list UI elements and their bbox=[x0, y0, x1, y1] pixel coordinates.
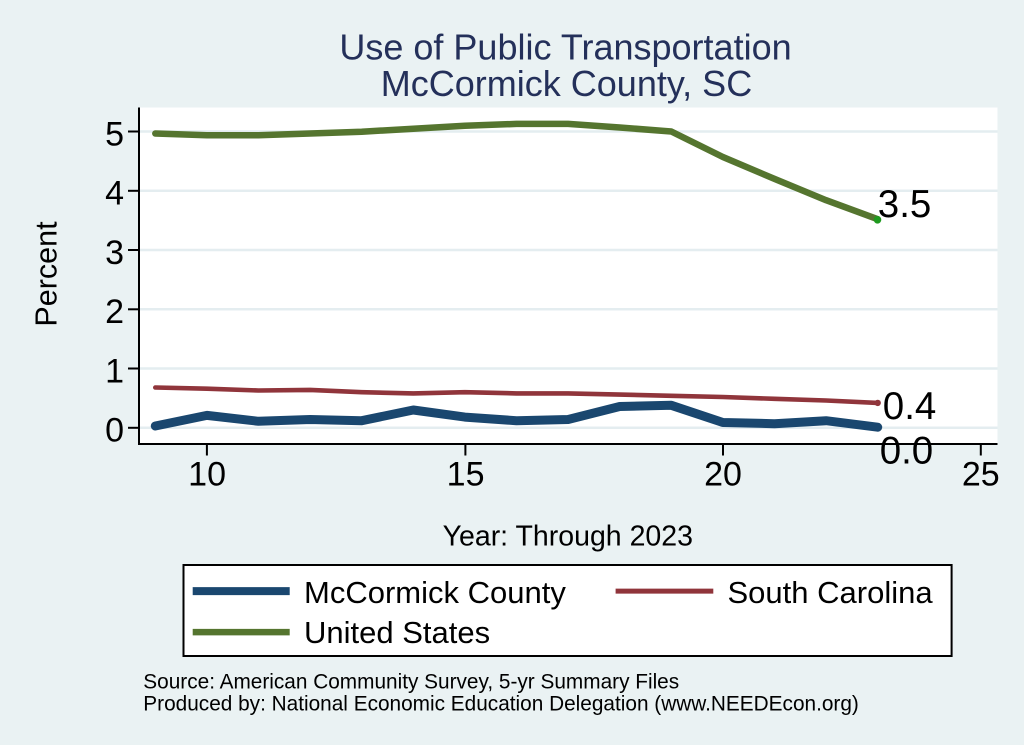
svg-text:1: 1 bbox=[105, 352, 124, 390]
svg-text:Percent: Percent bbox=[30, 221, 64, 327]
svg-text:0.0: 0.0 bbox=[880, 430, 934, 473]
svg-text:10: 10 bbox=[188, 455, 226, 493]
svg-text:3: 3 bbox=[105, 234, 124, 272]
svg-text:2: 2 bbox=[105, 293, 124, 331]
svg-text:McCormick County: McCormick County bbox=[304, 575, 566, 610]
svg-text:McCormick County, SC: McCormick County, SC bbox=[381, 63, 752, 104]
svg-text:20: 20 bbox=[704, 455, 742, 493]
svg-text:Produced by: National Economic: Produced by: National Economic Education… bbox=[143, 693, 859, 716]
svg-text:25: 25 bbox=[962, 455, 1000, 493]
svg-text:0.4: 0.4 bbox=[883, 385, 937, 428]
svg-text:United States: United States bbox=[304, 615, 490, 650]
svg-text:4: 4 bbox=[105, 175, 124, 213]
svg-text:15: 15 bbox=[447, 455, 485, 493]
svg-text:Use of Public Transportation: Use of Public Transportation bbox=[339, 26, 791, 67]
svg-text:Source: American Community Sur: Source: American Community Survey, 5-yr … bbox=[143, 671, 679, 694]
svg-text:Year: Through 2023: Year: Through 2023 bbox=[443, 520, 693, 552]
svg-text:3.5: 3.5 bbox=[878, 183, 932, 226]
svg-text:0: 0 bbox=[105, 412, 124, 450]
svg-text:South Carolina: South Carolina bbox=[728, 575, 934, 610]
svg-text:5: 5 bbox=[105, 115, 124, 153]
